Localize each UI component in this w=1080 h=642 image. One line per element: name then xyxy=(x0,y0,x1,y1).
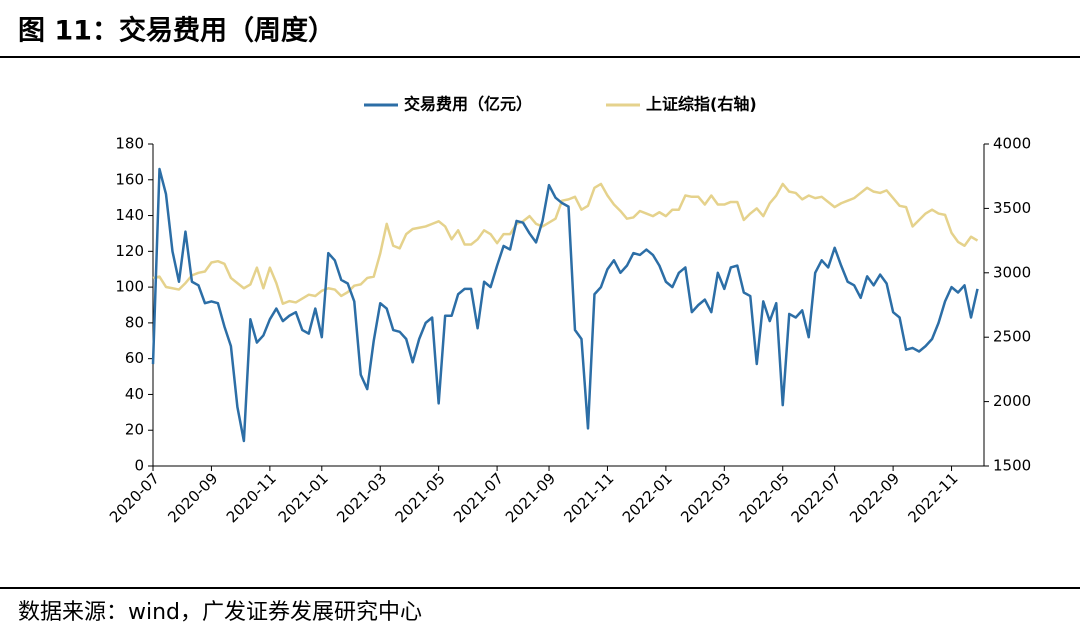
y-tick-label: 180 xyxy=(115,135,144,153)
x-tick-label: 2020-09 xyxy=(164,469,221,526)
x-tick-label: 2022-01 xyxy=(619,469,676,526)
y-tick-label: 40 xyxy=(125,385,144,403)
y2-tick-label: 3500 xyxy=(993,199,1031,217)
y-tick-label: 120 xyxy=(115,242,144,260)
y-tick-label: 100 xyxy=(115,278,144,296)
y-tick-label: 0 xyxy=(134,457,144,475)
x-tick-label: 2022-11 xyxy=(904,469,961,526)
y2-tick-label: 4000 xyxy=(993,135,1031,153)
x-tick-label: 2021-01 xyxy=(275,469,332,526)
x-tick-label: 2022-07 xyxy=(788,469,845,526)
source: 数据来源：wind，广发证券发展研究中心 xyxy=(18,600,422,625)
legend-label: 交易费用（亿元） xyxy=(404,95,532,114)
y2-tick-label: 1500 xyxy=(993,457,1031,475)
series-line xyxy=(151,167,979,443)
legend-label: 上证综指(右轴) xyxy=(646,95,757,114)
y-tick-label: 20 xyxy=(125,421,144,439)
y-tick-label: 160 xyxy=(115,170,144,188)
x-tick-label: 2021-07 xyxy=(450,469,507,526)
y2-tick-label: 3000 xyxy=(993,263,1031,281)
x-tick-label: 2021-09 xyxy=(502,469,559,526)
y-tick-label: 80 xyxy=(125,313,144,331)
y2-tick-label: 2500 xyxy=(993,328,1031,346)
x-tick-label: 2021-03 xyxy=(333,469,390,526)
y-tick-label: 140 xyxy=(115,206,144,224)
x-tick-label: 2020-07 xyxy=(106,469,163,526)
x-tick-label: 2022-05 xyxy=(736,469,793,526)
x-tick-label: 2022-09 xyxy=(846,469,903,526)
y2-tick-label: 2000 xyxy=(993,392,1031,410)
x-tick-label: 2021-11 xyxy=(560,469,617,526)
series-line xyxy=(152,182,979,305)
chart-title: 图 11：交易费用（周度） xyxy=(18,15,335,47)
x-tick-label: 2020-11 xyxy=(223,469,280,526)
y-tick-label: 60 xyxy=(125,349,144,367)
x-tick-label: 2021-05 xyxy=(392,469,449,526)
x-tick-label: 2022-03 xyxy=(677,469,734,526)
